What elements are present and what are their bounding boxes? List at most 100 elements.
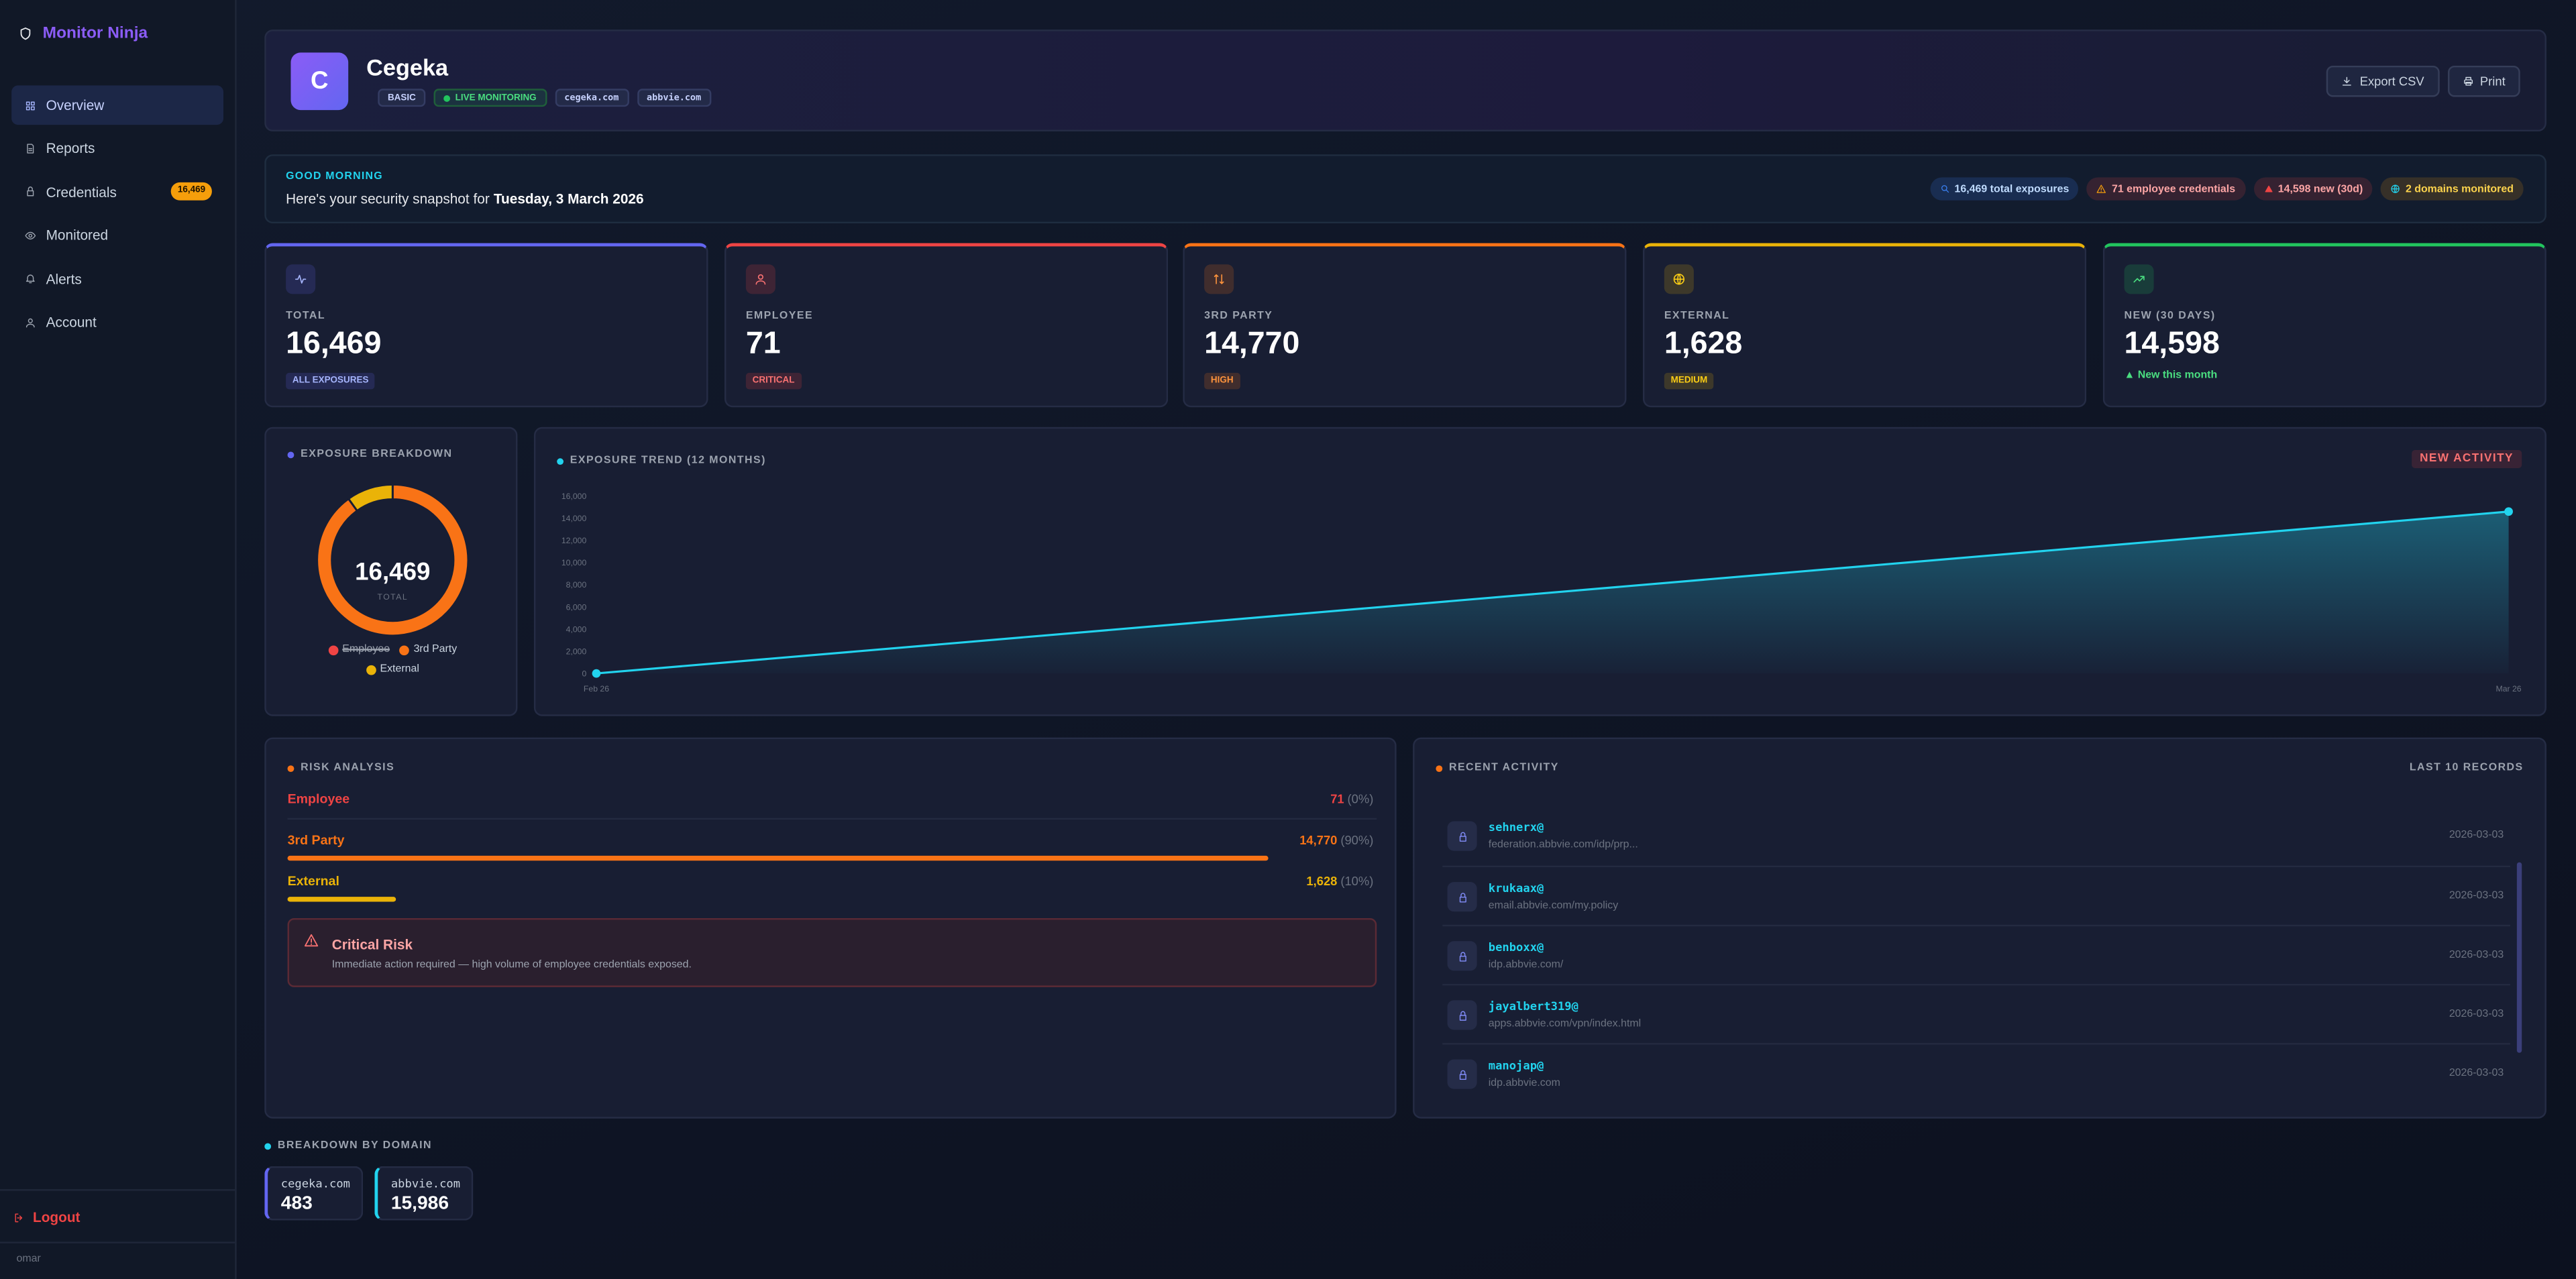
icon (1458, 892, 1466, 902)
icon-shape (1458, 1010, 1466, 1020)
nav-item[interactable]: Account (11, 302, 223, 342)
divider (0, 1189, 235, 1191)
stat-badge: HIGH (1204, 372, 1240, 390)
title-dot (264, 1142, 272, 1150)
risk-label: External (287, 873, 339, 889)
title-dot (1436, 765, 1443, 771)
legend: Employee 3rd Party External (311, 644, 475, 675)
y-tick-label: 12,000 (561, 536, 587, 545)
risk-bar (287, 855, 1268, 861)
stat-icon (286, 264, 316, 294)
legend-item[interactable]: External (366, 663, 419, 675)
icon (755, 274, 766, 285)
legend-item[interactable]: Employee (328, 644, 390, 655)
icon (1673, 274, 1685, 285)
domain-name: cegeka.com (280, 1177, 351, 1191)
activity-row[interactable]: jayalbert319@ apps.abbvie.com/vpn/index.h… (1442, 983, 2511, 1043)
activity-url: idp.abbvie.com/ (1488, 959, 1564, 971)
org-name: Cegeka (366, 54, 449, 81)
nav-item[interactable]: Reports (11, 129, 223, 168)
pill-label: 2 domains monitored (2405, 183, 2514, 195)
nav-item[interactable]: Alerts (11, 259, 223, 298)
tag: cegeka.com (554, 89, 629, 107)
activity-date: 2026-03-03 (2449, 829, 2504, 841)
icon-shape (1458, 951, 1466, 961)
legend-swatch (399, 645, 410, 655)
summary-pill: 2 domains monitored (2381, 177, 2524, 201)
y-tick-label: 16,000 (561, 492, 587, 501)
legend-swatch (366, 664, 376, 675)
stat-badge: MEDIUM (1664, 372, 1715, 390)
icon-shape (2343, 76, 2352, 86)
activity-url: federation.abbvie.com/idp/prp... (1488, 839, 1638, 851)
title-dot (287, 451, 294, 458)
stat-label: EMPLOYEE (745, 310, 814, 323)
title-dot (557, 457, 564, 464)
nav-item[interactable]: Monitored (11, 215, 223, 255)
donut-center-value: 16,469 (355, 557, 430, 585)
activity-row[interactable]: benboxx@ idp.abbvie.com/2026-03-03 (1442, 924, 2511, 984)
greeting-eyebrow: GOOD MORNING (286, 170, 383, 182)
trend-point (2504, 507, 2513, 516)
stat-icon (745, 264, 775, 294)
divider (0, 1241, 235, 1243)
stat-icon (1204, 264, 1234, 294)
x-tick-label: Mar 26 (2496, 684, 2522, 693)
tag: BASIC (378, 89, 426, 107)
header-button[interactable]: Export CSV (2326, 65, 2439, 97)
activity-row[interactable]: krukaax@ email.abbvie.com/my.policy 2026-0… (1442, 865, 2511, 925)
legend-item[interactable]: 3rd Party (399, 644, 457, 655)
brand: Monitor Ninja (42, 24, 148, 43)
nav-label: Alerts (46, 270, 82, 287)
activity-user: jayalbert319@ (1488, 1000, 1578, 1014)
pill-label: 71 employee credentials (2112, 183, 2236, 195)
section-title: BREAKDOWN BY DOMAIN (264, 1140, 432, 1152)
activity-subtitle: LAST 10 RECORDS (2409, 762, 2524, 774)
activity-row[interactable]: manojap@ idp.abbvie.com 2026-03-03 (1442, 1043, 2511, 1102)
header-button[interactable]: Print (2447, 65, 2520, 97)
section-title: EXPOSURE TREND (12 MONTHS) (557, 455, 766, 467)
chart: 16,469 TOTAL (316, 483, 470, 637)
summary-pill: 16,469 total exposures (1929, 177, 2080, 201)
icon (295, 274, 307, 284)
greeting-card: GOOD MORNING Here's your security snapsho… (264, 154, 2546, 224)
stat-label: TOTAL (286, 310, 326, 323)
icon (1458, 831, 1466, 841)
nav-label: Overview (46, 97, 105, 113)
icon-shape (2133, 276, 2145, 283)
activity-url: email.abbvie.com/my.policy (1488, 900, 1619, 912)
greeting-lead: Here's your security snapshot for (286, 190, 490, 207)
lock-icon (1447, 1059, 1477, 1089)
activity-row[interactable]: sehnerx@ federation.abbvie.com/idp/prp...… (1442, 806, 2510, 865)
icon-shape (1458, 831, 1466, 841)
activity-date: 2026-03-03 (2449, 1008, 2504, 1020)
domain-name: abbvie.com (390, 1177, 461, 1191)
stat-value: 14,598 (2124, 327, 2220, 362)
activity-user: krukaax@ (1488, 882, 1544, 895)
scrollbar-thumb (2516, 862, 2522, 1053)
nav-item[interactable]: Credentials 16,469 (11, 172, 223, 212)
donut-segment (347, 483, 394, 512)
icon (1214, 274, 1224, 284)
icon-shape (1941, 185, 1949, 193)
y-tick-label: 4,000 (566, 624, 587, 634)
lock-icon (1447, 1000, 1477, 1030)
nav-item[interactable]: Overview (11, 85, 224, 125)
icon (2392, 184, 2400, 193)
icon-shape (1458, 1069, 1466, 1079)
icon-shape (295, 274, 307, 284)
logout-button[interactable]: Logout (13, 1206, 80, 1229)
y-tick-label: 0 (582, 669, 586, 678)
stat-label: NEW (30 DAYS) (2124, 310, 2216, 323)
stat-badge: ALL EXPOSURES (286, 372, 376, 390)
icon (1941, 185, 1949, 193)
icon (1458, 1010, 1466, 1020)
risk-label: 3rd Party (287, 832, 345, 848)
pill-label: 16,469 total exposures (1954, 183, 2070, 195)
y-tick-label: 8,000 (566, 580, 587, 590)
critical-alert: Critical Risk Immediate action required —… (287, 917, 1377, 987)
button-label: Export CSV (2359, 74, 2424, 89)
tag-label: cegeka.com (564, 93, 619, 103)
